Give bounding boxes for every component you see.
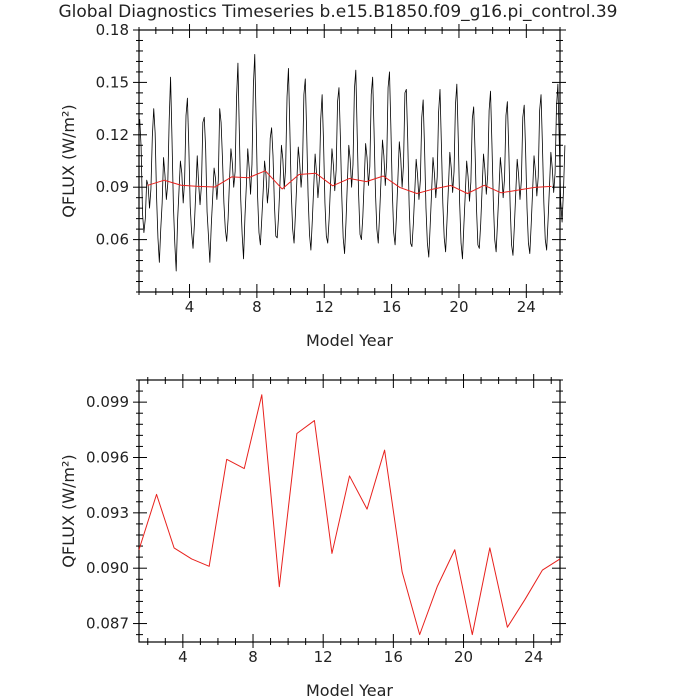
plot-frame	[138, 379, 561, 643]
x-tick-label: 4	[178, 648, 188, 666]
x-tick-label: 16	[382, 298, 401, 316]
y-tick-label: 0.06	[96, 231, 129, 249]
x-tick-label: 16	[384, 648, 403, 666]
y-tick-label: 0.087	[86, 615, 129, 633]
y-axis-label: QFLUX (W/m²)	[59, 454, 78, 567]
annual-mean-series-line	[138, 394, 561, 636]
x-tick-label: 20	[449, 298, 468, 316]
x-tick-label: 8	[248, 648, 258, 666]
y-tick-label: 0.090	[86, 559, 129, 577]
monthly-timeseries-panel: 4 8 12 16 20 24 0.06 0.09 0.12 0.15 0.18 Model Year…	[59, 21, 566, 350]
y-axis-label: QFLUX (W/m²)	[59, 104, 78, 217]
annual-mean-series-line	[147, 170, 552, 194]
y-tick-label: 0.18	[96, 21, 129, 39]
x-tick-label: 24	[517, 298, 536, 316]
y-tick-label: 0.15	[96, 73, 129, 91]
annual-mean-panel: 4 8 12 16 20 24 0.087 0.090 0.093 0.096 0.099 Model…	[59, 374, 566, 700]
y-tick-label: 0.093	[86, 504, 129, 522]
y-tick-label: 0.12	[96, 126, 129, 144]
x-axis-label: Model Year	[306, 331, 393, 350]
x-tick-label: 12	[315, 298, 334, 316]
monthly-series-line	[139, 54, 566, 272]
x-axis-label: Model Year	[306, 681, 393, 700]
x-tick-label: 12	[314, 648, 333, 666]
x-tick-label: 20	[454, 648, 473, 666]
x-tick-label: 4	[185, 298, 195, 316]
page-title: Global Diagnostics Timeseries b.e15.B185…	[59, 2, 618, 22]
y-tick-label: 0.09	[96, 178, 129, 196]
y-tick-label: 0.099	[86, 393, 129, 411]
x-tick-label: 8	[252, 298, 262, 316]
y-tick-label: 0.096	[86, 448, 129, 466]
x-tick-label: 24	[524, 648, 543, 666]
